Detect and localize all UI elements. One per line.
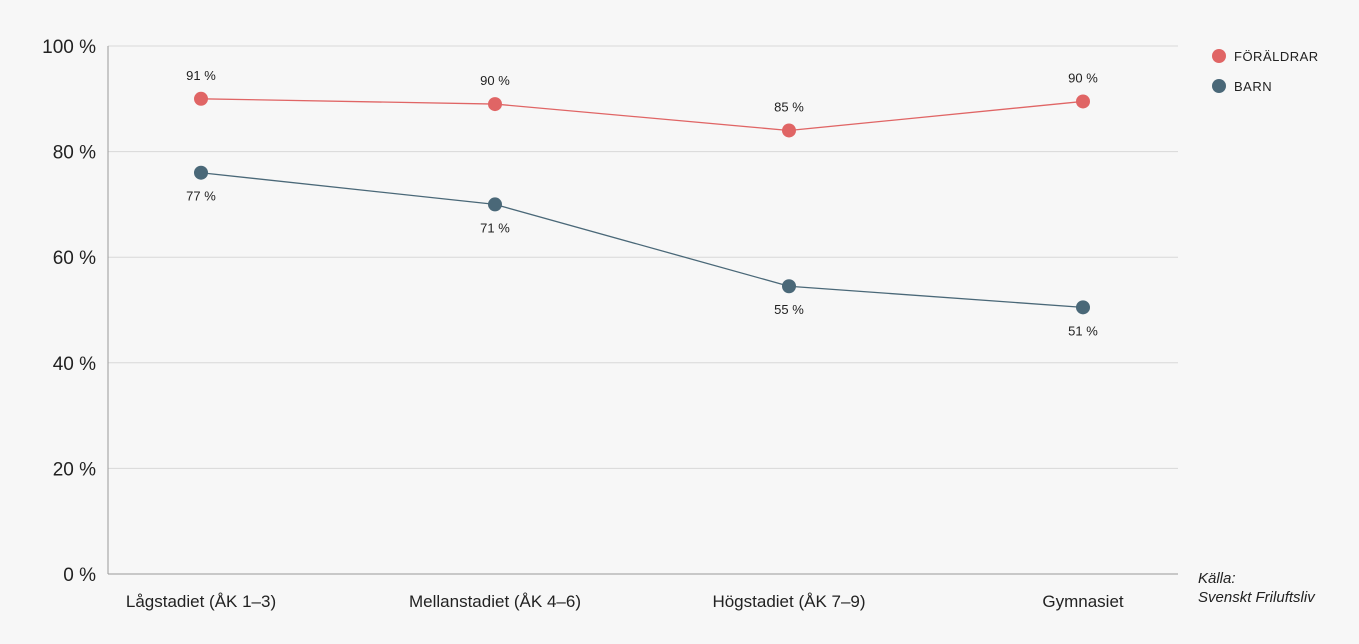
legend: FÖRÄLDRAR BARN: [1212, 49, 1319, 94]
data-label: 85 %: [774, 99, 804, 114]
data-label: 71 %: [480, 220, 510, 235]
x-axis-ticks: Lågstadiet (ÅK 1–3) Mellanstadiet (ÅK 4–6…: [126, 592, 1124, 611]
data-label: 55 %: [774, 302, 804, 317]
axes: [107, 46, 1178, 575]
data-label: 90 %: [1068, 70, 1098, 85]
y-tick-label: 60 %: [53, 248, 96, 269]
data-point: [488, 97, 502, 112]
data-label: 51 %: [1068, 323, 1098, 338]
x-tick-label: Lågstadiet (ÅK 1–3): [126, 592, 276, 611]
series: 91 % 90 % 85 % 90 % 77 % 71 % 55 % 51 %: [186, 68, 1098, 339]
data-point: [1076, 300, 1090, 315]
y-tick-label: 20 %: [53, 459, 96, 480]
data-point: [1076, 94, 1090, 109]
x-tick-label: Gymnasiet: [1042, 592, 1124, 611]
y-tick-label: 100 %: [42, 37, 96, 58]
series-line: [200, 172, 1084, 309]
gridlines: [108, 45, 1178, 469]
legend-label: BARN: [1234, 79, 1272, 94]
data-point: [782, 123, 796, 138]
y-tick-label: 80 %: [53, 143, 96, 164]
data-label: 77 %: [186, 189, 216, 204]
y-axis-ticks: 0 % 20 % 40 % 60 % 80 % 100 %: [42, 37, 96, 586]
y-tick-label: 0 %: [63, 565, 96, 586]
legend-marker: [1212, 49, 1226, 63]
legend-marker: [1212, 79, 1226, 93]
source-note: Källa: Svenskt Friluftsliv: [1198, 569, 1315, 607]
source-name: Svenskt Friluftsliv: [1198, 589, 1315, 606]
series-line: [200, 98, 1084, 132]
data-point: [194, 91, 208, 106]
legend-label: FÖRÄLDRAR: [1234, 49, 1319, 64]
data-point: [194, 165, 208, 180]
data-point: [782, 279, 796, 294]
series-föräldrar: 91 % 90 % 85 % 90 %: [186, 68, 1098, 138]
y-tick-label: 40 %: [53, 354, 96, 375]
data-point: [488, 197, 502, 212]
x-tick-label: Högstadiet (ÅK 7–9): [712, 592, 865, 611]
series-barn: 77 % 71 % 55 % 51 %: [186, 165, 1098, 338]
data-label: 91 %: [186, 68, 216, 83]
source-label: Källa:: [1198, 570, 1236, 587]
x-tick-label: Mellanstadiet (ÅK 4–6): [409, 592, 581, 611]
data-label: 90 %: [480, 73, 510, 88]
